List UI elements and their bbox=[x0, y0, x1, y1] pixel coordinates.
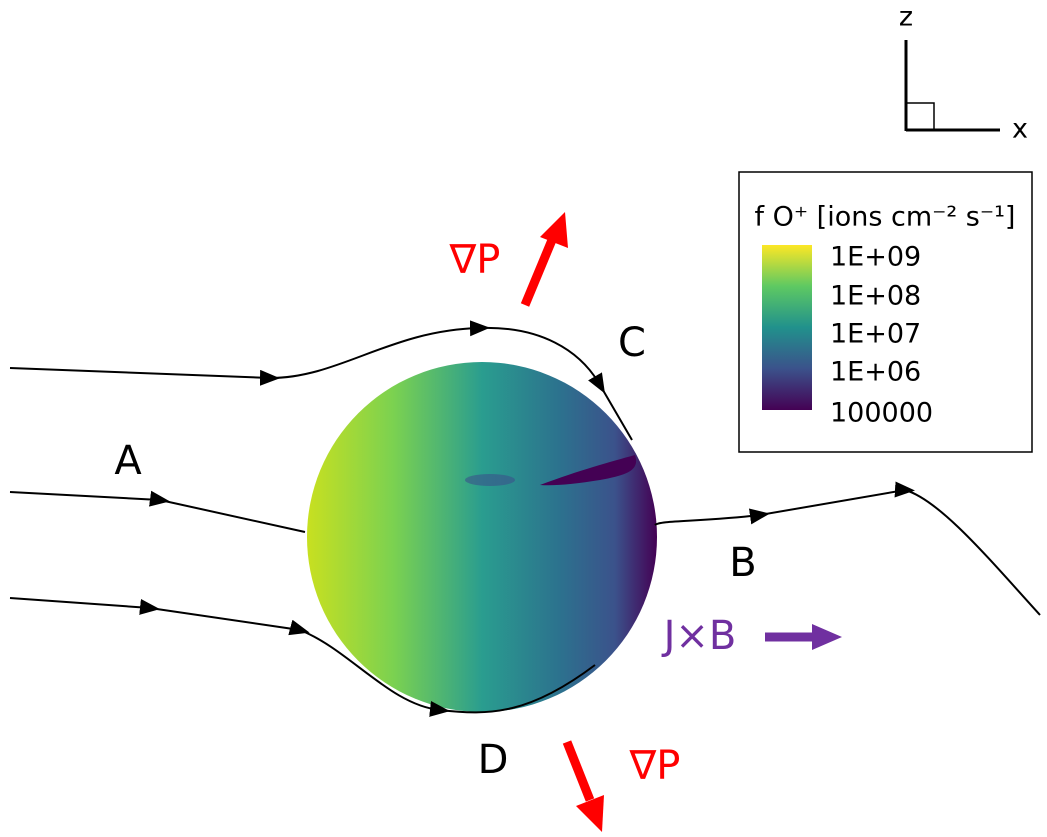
streak bbox=[465, 474, 515, 486]
axis-label: z bbox=[899, 2, 913, 33]
axes-icon bbox=[906, 40, 1000, 131]
region-label: D bbox=[478, 737, 509, 783]
force-label: J×B bbox=[661, 613, 737, 659]
legend: f O⁺ [ions cm⁻² s⁻¹] 1E+09 1E+08 1E+07 1… bbox=[739, 172, 1032, 452]
force-label: ∇P bbox=[629, 743, 681, 789]
axis-label: x bbox=[1012, 114, 1028, 145]
region-label: A bbox=[114, 438, 142, 484]
colorbar bbox=[762, 245, 812, 410]
force-arrow bbox=[567, 742, 590, 800]
figure: z x C A B D ∇P ∇P J×B f O⁺ [ions cm⁻² s⁻… bbox=[0, 0, 1047, 837]
region-label: B bbox=[729, 540, 756, 586]
arrowhead bbox=[812, 624, 842, 650]
force-label: ∇P bbox=[449, 237, 501, 283]
colorbar-label: 1E+09 bbox=[830, 242, 921, 273]
colorbar-label: 1E+07 bbox=[830, 319, 921, 350]
arrowhead bbox=[576, 795, 604, 832]
sphere bbox=[307, 362, 657, 712]
legend-title: f O⁺ [ions cm⁻² s⁻¹] bbox=[755, 202, 1016, 233]
region-label: C bbox=[618, 320, 646, 366]
force-arrow bbox=[525, 240, 552, 305]
colorbar-label: 1E+06 bbox=[830, 357, 921, 388]
colorbar-label: 1E+08 bbox=[830, 281, 921, 312]
colorbar-label: 100000 bbox=[830, 398, 933, 429]
